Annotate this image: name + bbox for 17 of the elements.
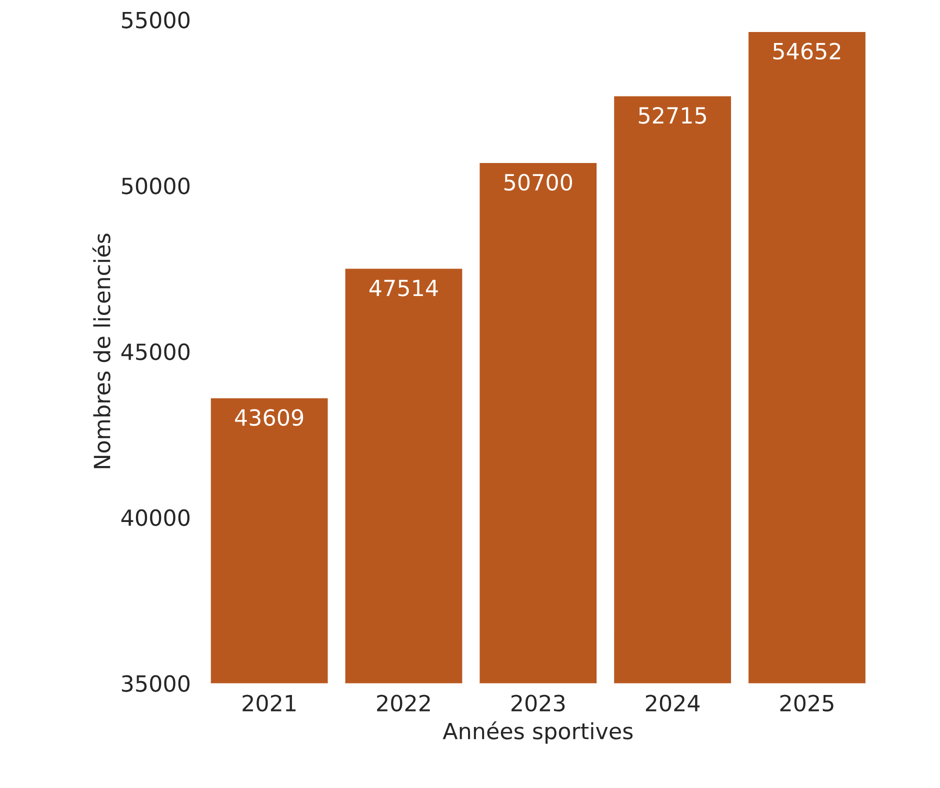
data-label: 47514 (369, 280, 438, 296)
y-tick-label: 35000 (122, 675, 190, 692)
data-label: 54652 (773, 42, 840, 60)
x-axis-title: Années sportives (442, 721, 633, 744)
data-label: 43609 (235, 409, 304, 426)
y-tick-label: 50000 (122, 178, 190, 194)
x-tick-label: 2022 (377, 694, 430, 712)
y-tick-label: 40000 (121, 509, 190, 526)
x-tick-label: 2024 (646, 694, 700, 712)
x-tick-label: 2021 (242, 694, 296, 712)
y-axis-title: Nombres de licenciés (92, 234, 110, 468)
data-label: 52715 (638, 107, 706, 124)
x-tick-label: 2025 (780, 694, 834, 712)
y-tick-label: 45000 (121, 343, 190, 360)
data-label: 50700 (504, 174, 572, 191)
y-tick-label: 55000 (122, 12, 190, 28)
x-tick-label: 2023 (512, 694, 565, 712)
